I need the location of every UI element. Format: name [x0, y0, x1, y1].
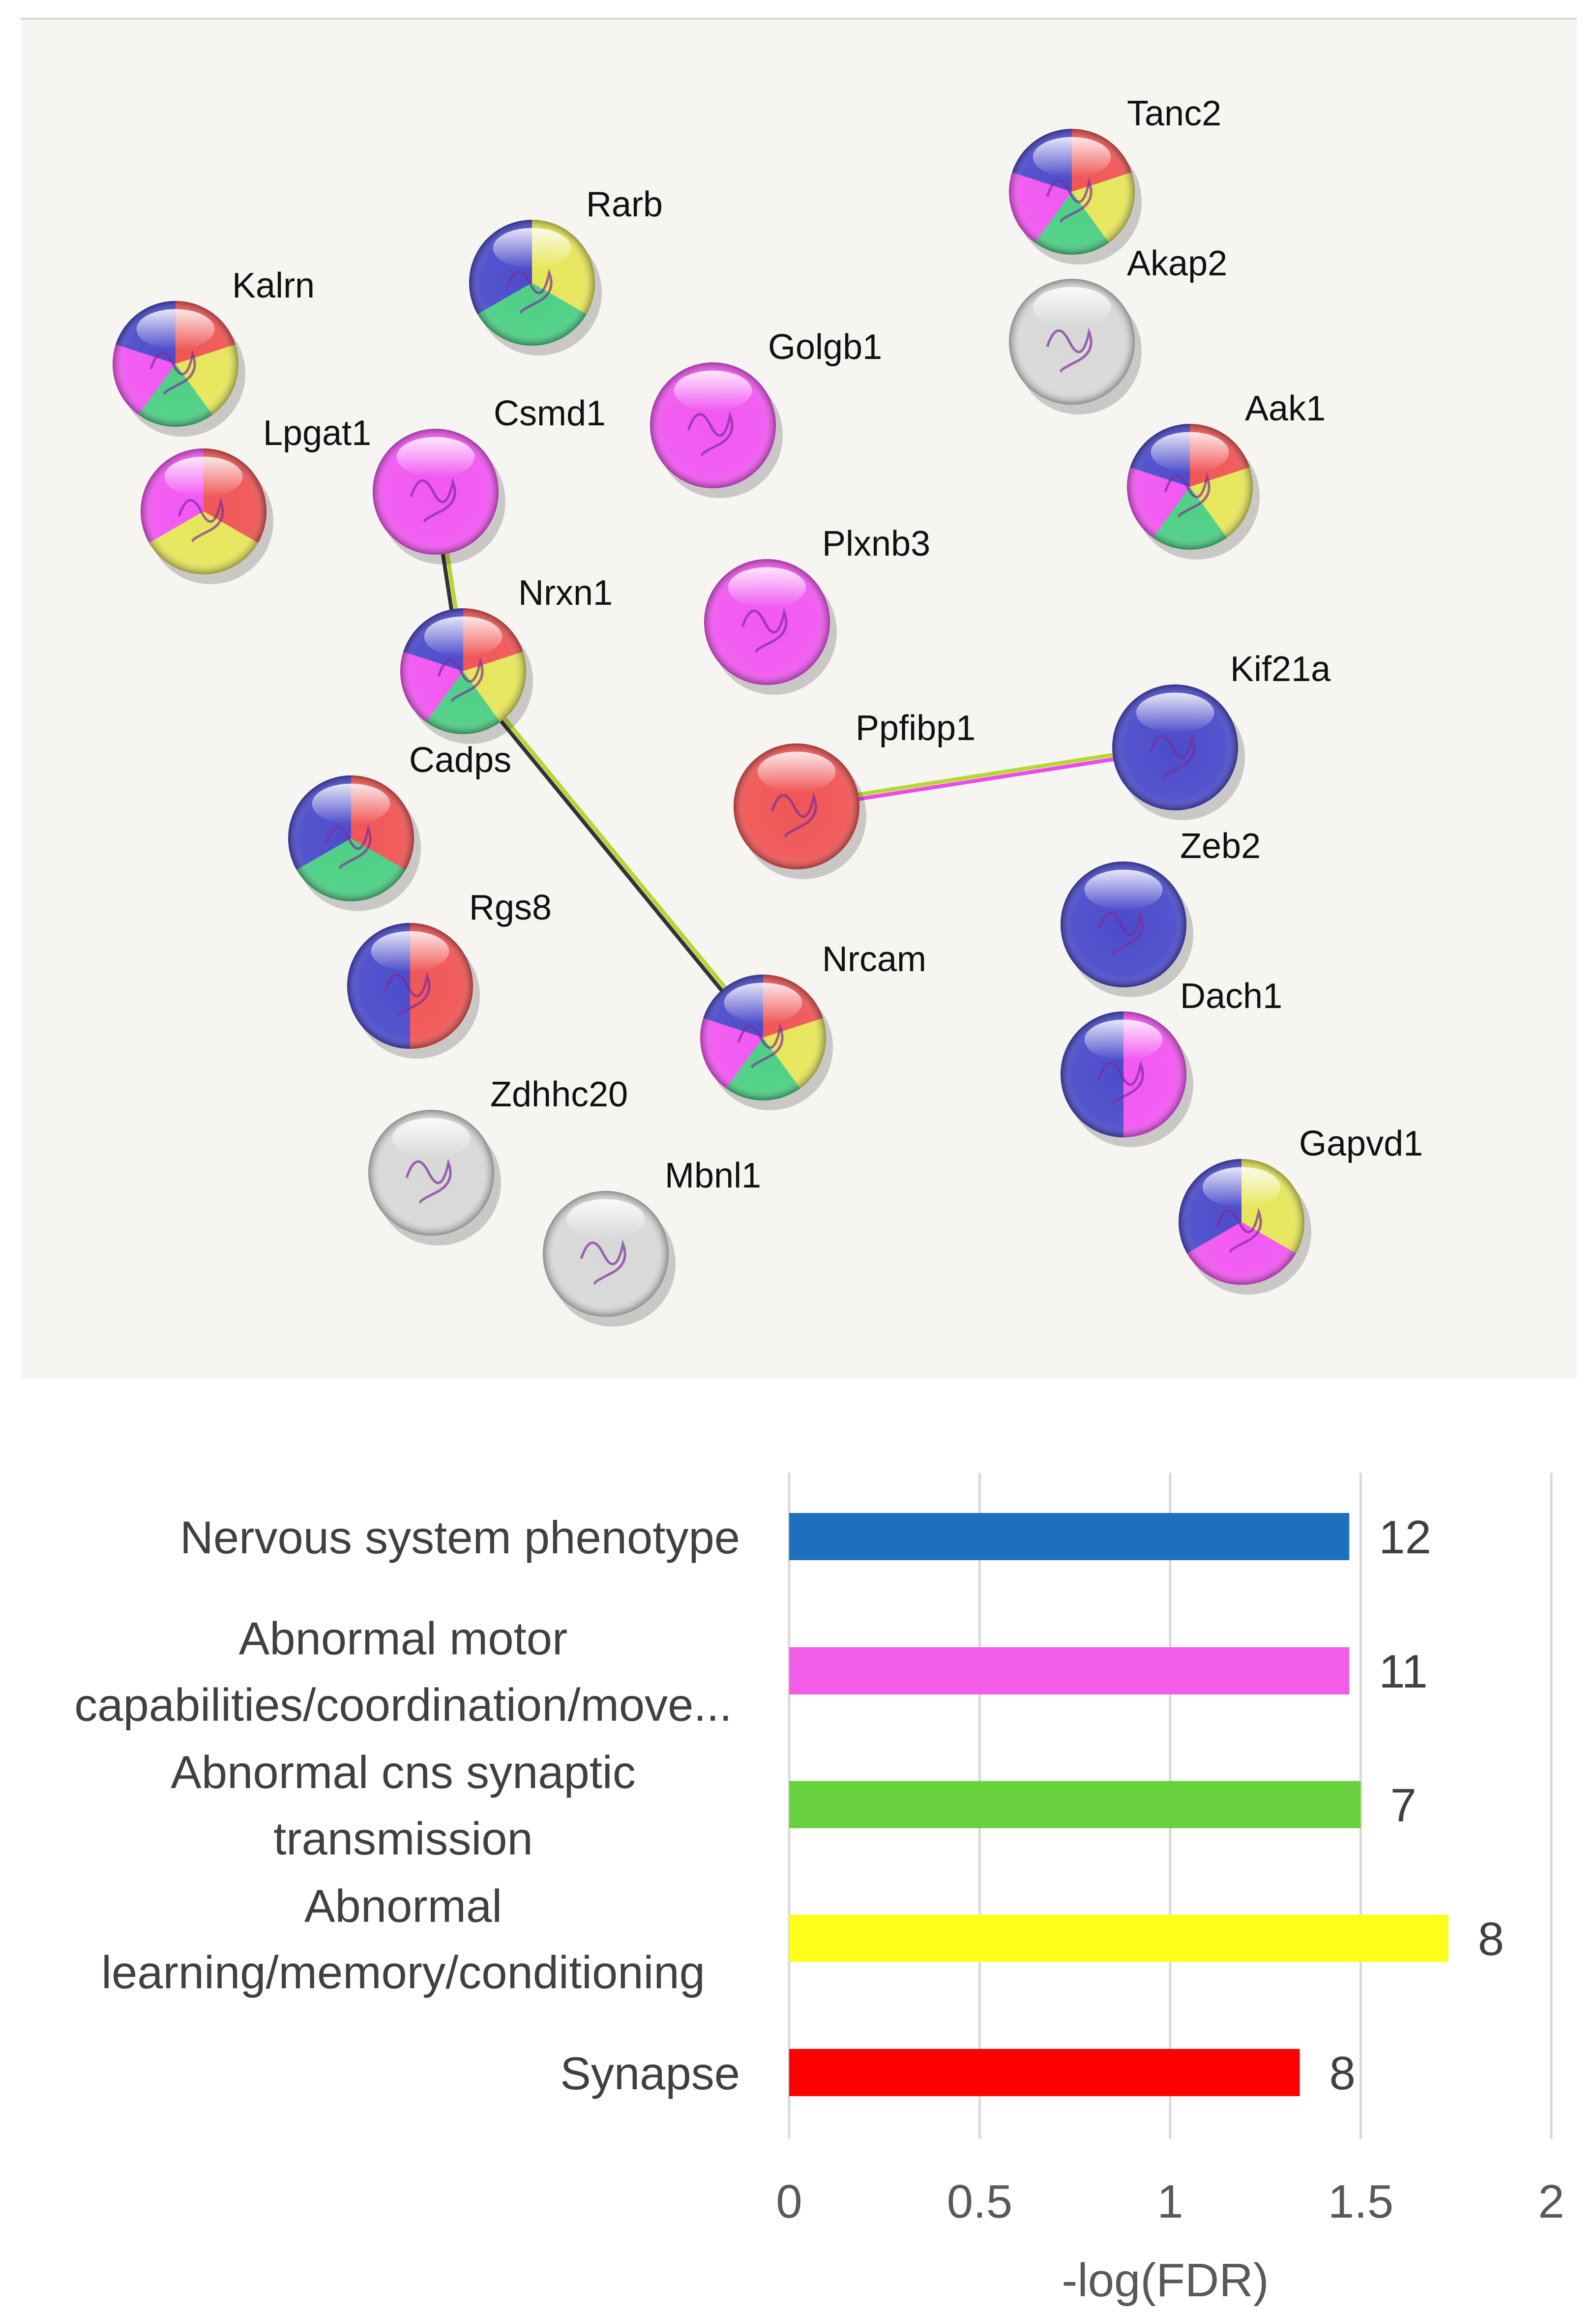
node-gloss [1033, 137, 1111, 178]
category-label: learning/memory/conditioning [101, 1947, 705, 1998]
node-label-kalrn: Kalrn [232, 266, 315, 305]
category-label: Synapse [560, 2047, 740, 2099]
node-kalrn[interactable]: Kalrn [113, 266, 315, 437]
node-nrxn1[interactable]: Nrxn1 [400, 573, 613, 744]
bar [789, 2049, 1300, 2096]
category-label: transmission [273, 1813, 533, 1865]
node-label-nrcam: Nrcam [822, 940, 926, 979]
node-lpgat1[interactable]: Lpgat1 [141, 414, 371, 584]
node-label-csmd1: Csmd1 [494, 394, 606, 433]
node-gapvd1[interactable]: Gapvd1 [1178, 1124, 1423, 1295]
node-cadps[interactable]: Cadps [288, 741, 511, 911]
edge-line [796, 743, 1175, 806]
bar [789, 1647, 1350, 1694]
node-gloss [136, 309, 215, 350]
node-gloss [312, 783, 390, 824]
bar-data-label: 12 [1379, 1511, 1431, 1564]
node-gloss [1084, 1019, 1163, 1060]
bar [789, 1915, 1448, 1962]
node-label-mbnl1: Mbnl1 [665, 1156, 761, 1195]
x-tick-label: 1.5 [1328, 2175, 1393, 2228]
node-plxnb3[interactable]: Plxnb3 [704, 524, 930, 695]
node-rgs8[interactable]: Rgs8 [347, 888, 552, 1059]
edge-line [460, 671, 763, 1040]
node-rarb[interactable]: Rarb [469, 185, 663, 356]
bar-data-label: 11 [1379, 1645, 1428, 1698]
node-label-akap2: Akap2 [1127, 244, 1227, 283]
node-label-lpgat1: Lpgat1 [263, 414, 371, 453]
bar-data-label: 8 [1478, 1913, 1504, 1965]
node-gloss [674, 370, 752, 411]
node-label-zeb2: Zeb2 [1180, 827, 1261, 866]
node-golgb1[interactable]: Golgb1 [650, 327, 882, 498]
node-gloss [728, 567, 806, 608]
node-csmd1[interactable]: Csmd1 [373, 394, 606, 564]
node-gloss [1202, 1167, 1281, 1208]
node-zeb2[interactable]: Zeb2 [1061, 827, 1261, 997]
node-label-nrxn1: Nrxn1 [518, 573, 613, 613]
edge-nrxn1-nrcam [460, 668, 767, 1040]
edge-line [463, 668, 767, 1038]
x-axis-label: -log(FDR) [1062, 2254, 1269, 2307]
node-kif21a[interactable]: Kif21a [1112, 650, 1331, 820]
node-gloss [757, 751, 836, 792]
node-gloss [566, 1199, 645, 1240]
node-dach1[interactable]: Dach1 [1061, 977, 1282, 1147]
node-label-kif21a: Kif21a [1230, 650, 1331, 689]
edge-ppfibp1-kif21a [796, 743, 1176, 811]
x-tick-label: 0 [776, 2175, 802, 2228]
node-label-golgb1: Golgb1 [768, 327, 882, 367]
node-gloss [424, 616, 502, 657]
node-gloss [493, 228, 571, 268]
x-tick-label: 0.5 [947, 2175, 1012, 2228]
protein-network: Tanc2 Akap2 Rarb Kalrn Golgb1 Aak1 Lpgat1 Csmd1… [113, 94, 1423, 1327]
node-label-rgs8: Rgs8 [469, 888, 552, 927]
node-aak1[interactable]: Aak1 [1126, 389, 1326, 560]
bar-data-label: 8 [1330, 2047, 1356, 2100]
node-nrcam[interactable]: Nrcam [700, 940, 926, 1110]
node-label-tanc2: Tanc2 [1127, 94, 1221, 133]
node-mbnl1[interactable]: Mbnl1 [543, 1156, 761, 1327]
x-tick-label: 2 [1538, 2175, 1564, 2228]
node-tanc2[interactable]: Tanc2 [1009, 94, 1221, 265]
bar [789, 1781, 1361, 1828]
node-label-rarb: Rarb [586, 185, 663, 224]
category-label: Abnormal cns synaptic [171, 1747, 636, 1798]
category-label: capabilities/coordination/move... [74, 1679, 732, 1731]
node-label-cadps: Cadps [409, 741, 511, 780]
bar [789, 1513, 1350, 1560]
node-gloss [164, 456, 243, 497]
node-gloss [392, 1118, 471, 1158]
node-gloss [1151, 432, 1229, 473]
network-panel: Tanc2 Akap2 Rarb Kalrn Golgb1 Aak1 Lpgat1 Csmd1… [21, 18, 1577, 1378]
node-gloss [1084, 869, 1163, 910]
node-gloss [1136, 692, 1214, 733]
node-label-ppfibp1: Ppfibp1 [856, 709, 975, 748]
node-label-aak1: Aak1 [1245, 389, 1326, 428]
bar-data-label: 7 [1390, 1779, 1417, 1832]
x-tick-label: 1 [1157, 2175, 1183, 2228]
node-akap2[interactable]: Akap2 [1009, 244, 1227, 415]
category-label: Abnormal [304, 1880, 502, 1932]
node-gloss [1033, 287, 1111, 327]
node-label-plxnb3: Plxnb3 [822, 524, 930, 563]
node-label-dach1: Dach1 [1180, 977, 1282, 1016]
node-ppfibp1[interactable]: Ppfibp1 [734, 709, 975, 879]
node-zdhhc20[interactable]: Zdhhc20 [368, 1075, 628, 1245]
node-gloss [724, 982, 802, 1023]
node-label-gapvd1: Gapvd1 [1299, 1124, 1423, 1163]
node-gloss [371, 931, 449, 972]
node-gloss [396, 437, 475, 477]
node-label-zdhhc20: Zdhhc20 [490, 1075, 628, 1114]
category-label: Abnormal motor [239, 1613, 568, 1664]
edge-line [797, 747, 1176, 811]
category-label: Nervous system phenotype [180, 1512, 740, 1563]
